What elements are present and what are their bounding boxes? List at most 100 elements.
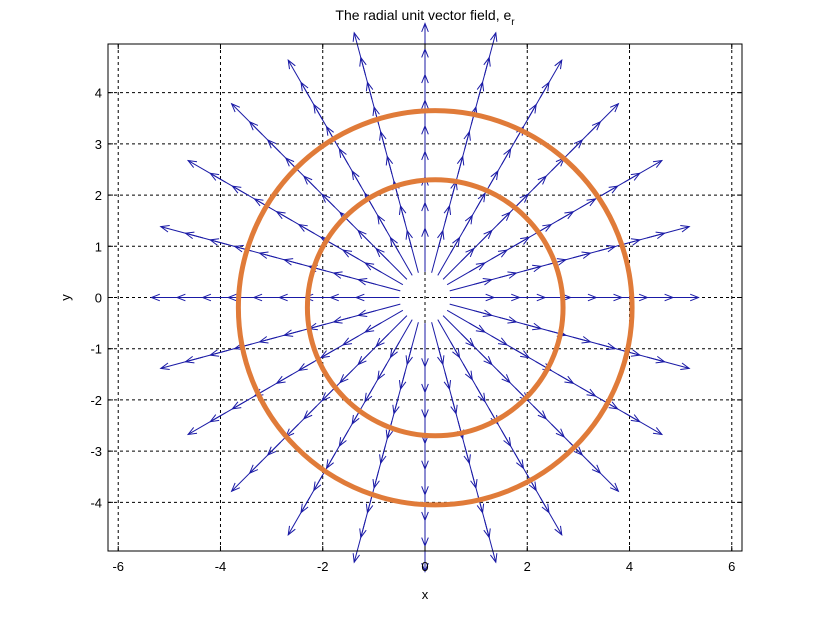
field-arrow: [352, 519, 366, 564]
arrow-shaft: [587, 460, 619, 492]
arrow-head: [352, 31, 360, 42]
field-arrow: [457, 130, 471, 174]
field-arrow: [470, 470, 485, 514]
arrow-head: [652, 427, 664, 436]
x-tick-label: 2: [524, 559, 531, 574]
field-arrow: [379, 130, 393, 174]
field-arrow: [437, 204, 452, 249]
arrow-shaft: [231, 460, 263, 492]
overlay-circles: [235, 108, 635, 508]
arrow-head: [186, 159, 198, 168]
arrow-head: [421, 22, 429, 33]
arrow-head: [554, 525, 563, 536]
arrow-head: [689, 293, 700, 302]
field-arrow: [186, 412, 226, 436]
field-arrow: [184, 350, 228, 364]
arrow-shaft: [647, 226, 690, 239]
field-arrow: [332, 310, 376, 324]
x-tick-label: 6: [728, 559, 735, 574]
field-arrow: [474, 310, 518, 324]
arrow-head: [230, 482, 241, 493]
field-arrow: [392, 371, 406, 416]
arrow-shaft: [160, 356, 203, 369]
field-arrow: [359, 56, 373, 100]
field-arrow: [573, 244, 617, 259]
x-tick-label: -4: [215, 559, 227, 574]
field-arrow: [233, 244, 277, 259]
arrow-head: [490, 553, 498, 564]
field-arrow: [184, 231, 228, 245]
arrow-shaft: [539, 496, 563, 536]
field-arrow: [258, 251, 302, 265]
field-arrow: [282, 323, 327, 337]
field-arrow: [539, 59, 563, 99]
field-arrow: [398, 204, 413, 249]
field-arrow: [464, 445, 478, 490]
field-arrow: [449, 278, 493, 292]
field-arrow: [457, 421, 471, 465]
field-arrow: [372, 445, 386, 490]
field-arrow: [287, 59, 311, 99]
field-arrow: [624, 412, 664, 436]
arrow-shaft: [160, 226, 203, 239]
x-axis-label: x: [422, 587, 429, 602]
arrow-shaft: [587, 103, 619, 135]
field-arrow: [357, 278, 401, 292]
field-arrow: [484, 31, 498, 76]
field-arrow: [498, 264, 543, 279]
overlay-circle: [235, 108, 635, 508]
field-arrow: [624, 159, 664, 183]
field-arrow: [150, 293, 195, 302]
y-tick-label: 2: [95, 188, 102, 203]
field-arrow: [282, 258, 327, 272]
y-tick-label: -3: [90, 444, 102, 459]
field-arrow: [587, 102, 620, 135]
arrow-shaft: [484, 32, 497, 76]
field-arrow: [655, 293, 700, 302]
arrow-shaft: [624, 412, 663, 435]
arrow-shaft: [231, 103, 263, 135]
arrow-head: [609, 482, 620, 493]
field-arrow: [484, 519, 498, 564]
arrow-head: [609, 102, 620, 113]
field-arrow: [357, 303, 401, 317]
field-arrow: [431, 322, 445, 366]
field-arrow: [352, 31, 366, 76]
field-arrow: [498, 316, 543, 331]
field-arrow: [622, 231, 666, 245]
arrow-shaft: [187, 412, 226, 435]
field-arrow: [332, 271, 376, 285]
arrow-head: [150, 293, 161, 302]
chart-title: The radial unit vector field, er: [335, 7, 515, 28]
arrow-head: [421, 562, 429, 573]
field-arrow: [431, 229, 445, 273]
arrow-head: [287, 525, 296, 536]
arrow-head: [186, 427, 198, 436]
field-arrow: [159, 356, 203, 370]
field-arrow: [230, 102, 263, 135]
arrow-head: [680, 362, 691, 370]
arrow-shaft: [287, 59, 311, 99]
field-arrow: [548, 330, 592, 344]
field-arrow: [385, 155, 400, 199]
field-arrow: [186, 159, 226, 183]
arrow-head: [680, 225, 691, 233]
field-arrow: [444, 179, 458, 224]
ticks: -6 -4 -2 0 2 4 6 4 3 2 1 0 -1 -2 -3 -4: [90, 44, 742, 574]
field-arrow: [449, 303, 493, 317]
x-tick-label: 0: [421, 559, 428, 574]
arrow-head: [554, 59, 563, 70]
arrow-shaft: [539, 59, 563, 99]
arrow-head: [159, 362, 170, 370]
x-tick-label: 4: [626, 559, 633, 574]
chart-title-subscript: r: [511, 17, 515, 28]
field-arrow: [647, 225, 691, 239]
arrow-shaft: [484, 519, 497, 563]
vector-field: [150, 22, 700, 573]
y-tick-label: -1: [90, 342, 102, 357]
y-tick-label: 0: [95, 291, 102, 306]
y-tick-label: 4: [95, 86, 102, 101]
field-arrow: [359, 495, 373, 539]
arrow-head: [652, 159, 664, 168]
